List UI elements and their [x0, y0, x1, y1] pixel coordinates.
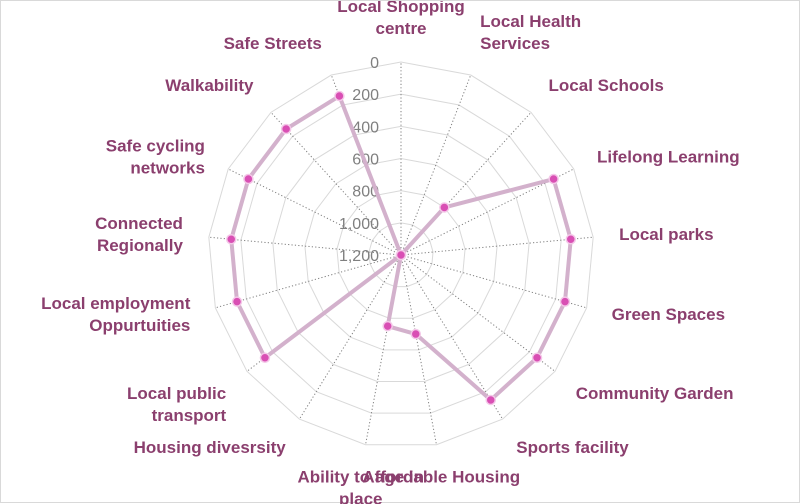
tick-label: 1,200	[339, 248, 379, 265]
spoke-7	[298, 254, 402, 420]
radar-category-labels: Local Shopping centre Safe Streets Walkabil…	[41, 1, 740, 504]
category-label-3: Safe cycling networks	[106, 136, 205, 177]
spoke-3	[228, 168, 402, 256]
tick-label: 400	[352, 119, 379, 136]
category-label-5: Local employment Oppurtuities	[41, 294, 191, 335]
grid-ring-1	[240, 93, 562, 414]
category-label-6: Local public transport	[127, 384, 227, 425]
category-label-4: Connected Regionally	[95, 214, 183, 255]
tick-label: 800	[352, 184, 379, 201]
category-label-7: Housing divesrsity	[134, 438, 287, 457]
category-label-12: Green Spaces	[612, 305, 725, 324]
data-point-1	[334, 90, 345, 102]
data-point-8	[382, 320, 393, 332]
tick-label: 200	[352, 87, 379, 104]
category-label-1: Safe Streets	[224, 34, 322, 53]
grid-ring-5	[368, 222, 434, 288]
spoke-10	[400, 254, 504, 420]
data-point-16	[395, 249, 407, 261]
data-point-4	[225, 234, 237, 245]
spoke-4	[208, 236, 402, 256]
category-label-14: Lifelong Learning	[597, 147, 740, 166]
tick-label: 0	[370, 55, 379, 72]
radar-grid	[208, 61, 594, 446]
data-point-12	[559, 296, 571, 307]
spoke-13	[400, 236, 594, 256]
data-point-15	[439, 202, 450, 213]
grid-ring-0	[208, 61, 594, 446]
spoke-11	[400, 254, 556, 372]
radar-series	[225, 90, 577, 406]
data-point-2	[280, 123, 292, 135]
data-point-5	[231, 296, 243, 307]
spoke-12	[400, 254, 587, 309]
tick-label: 1,000	[339, 216, 379, 233]
data-point-13	[565, 234, 577, 245]
spoke-5	[215, 254, 402, 309]
data-point-6	[259, 352, 271, 363]
data-point-11	[531, 352, 543, 363]
category-label-8: Ability to age in place	[297, 467, 424, 504]
data-point-10	[485, 394, 496, 406]
spoke-15	[400, 112, 532, 256]
spoke-2	[270, 112, 402, 256]
category-label-15: Local Schools	[549, 76, 664, 95]
data-point-14	[548, 173, 559, 185]
data-point-9	[410, 328, 422, 340]
spoke-8	[365, 254, 402, 445]
category-label-9: Affordable Housing	[362, 467, 520, 486]
category-label-0: Local Shopping centre	[337, 1, 465, 38]
category-label-16: Local Health Services	[480, 12, 581, 53]
spoke-9	[400, 254, 437, 445]
grid-ring-3	[304, 157, 498, 351]
category-label-10: Sports facility	[516, 438, 629, 457]
category-label-2: Walkability	[165, 76, 254, 95]
grid-ring-4	[336, 190, 466, 319]
data-point-3	[243, 173, 254, 185]
category-label-13: Local parks	[619, 225, 714, 244]
category-label-11: Community Garden	[576, 384, 734, 403]
spoke-16	[400, 74, 472, 256]
